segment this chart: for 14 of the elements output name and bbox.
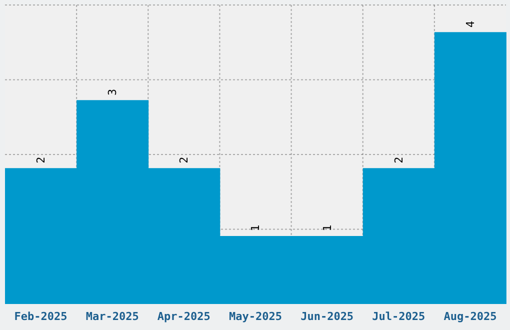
x-tick-label: May-2025	[229, 310, 282, 323]
x-tick-label: Jul-2025	[372, 310, 426, 323]
data-label: 1	[320, 224, 334, 232]
data-label: 4	[464, 20, 477, 28]
data-label: 3	[106, 88, 120, 96]
data-label: 1	[249, 224, 262, 232]
x-tick-label: Jun-2025	[300, 310, 354, 323]
data-label: 2	[392, 156, 406, 164]
x-tick-label: Apr-2025	[157, 310, 210, 323]
data-label: 2	[178, 156, 191, 164]
x-tick-label: Mar-2025	[86, 310, 139, 323]
data-label: 2	[34, 156, 48, 164]
x-tick-label: Aug-2025	[444, 310, 497, 323]
x-tick-label: Feb-2025	[14, 310, 68, 323]
